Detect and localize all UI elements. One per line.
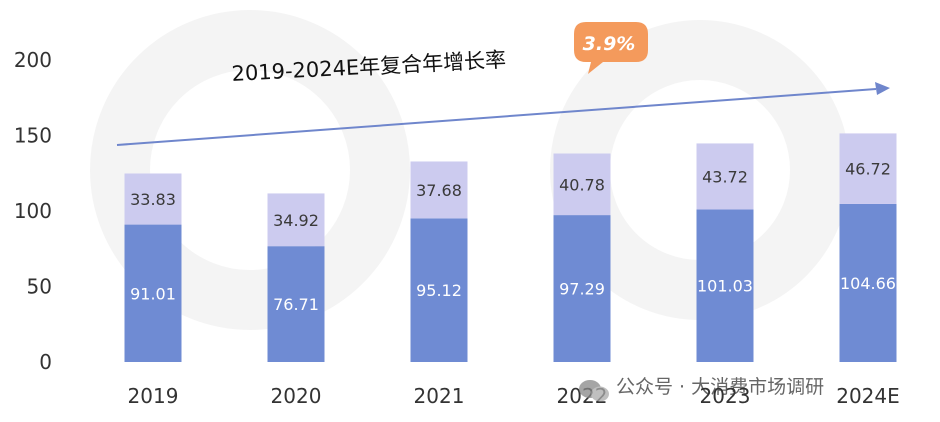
y-tick-label: 150 xyxy=(14,124,52,148)
bar-data-label-top: 43.72 xyxy=(702,167,748,186)
bar-data-label-bottom: 76.71 xyxy=(273,295,319,314)
wechat-icon xyxy=(579,380,609,402)
bar-segment-top xyxy=(410,161,468,219)
y-axis: 0 50 100 150 200 xyxy=(14,48,52,374)
bar-segment-bottom xyxy=(553,215,611,362)
bar-data-label-bottom: 101.03 xyxy=(697,277,753,296)
x-tick-label: 2019 xyxy=(128,384,179,408)
bar-segment-bottom xyxy=(410,218,468,362)
bar-data-label-top: 33.83 xyxy=(130,190,176,209)
bar-data-label-bottom: 95.12 xyxy=(416,281,462,300)
cagr-trend-arrow xyxy=(116,82,890,146)
x-tick-label: 2023 xyxy=(700,384,751,408)
bar-segment-bottom xyxy=(839,203,897,362)
bar-data-label-bottom: 104.66 xyxy=(840,274,896,293)
x-tick-label: 2020 xyxy=(271,384,322,408)
watermark: 公众号 · 大消费市场调研 xyxy=(579,376,824,402)
bar-data-label-bottom: 97.29 xyxy=(559,280,605,299)
cagr-badge: 3.9% xyxy=(574,22,648,74)
bar-segment-top xyxy=(839,133,897,204)
y-tick-label: 200 xyxy=(14,48,52,72)
watermark-text: 公众号 · 大消费市场调研 xyxy=(616,376,824,398)
bar-data-label-top: 37.68 xyxy=(416,181,462,200)
bar-segment-top xyxy=(124,173,182,225)
x-tick-label: 2024E xyxy=(836,384,900,408)
y-tick-label: 0 xyxy=(39,350,52,374)
bar-data-label-bottom: 91.01 xyxy=(130,284,176,303)
bar-segment-top xyxy=(267,193,325,247)
bar-data-label-top: 34.92 xyxy=(273,211,319,230)
y-tick-label: 50 xyxy=(27,275,52,299)
bar-segment-top xyxy=(553,153,611,216)
cagr-badge-bubble xyxy=(574,22,648,74)
bars: 91.01 33.83 76.71 34.92 95.12 37.68 97.29 40.78… xyxy=(124,133,897,362)
x-tick-label: 2021 xyxy=(414,384,465,408)
bar-segment-bottom xyxy=(696,209,754,362)
bar-segment-top xyxy=(696,143,754,210)
trend-arrow-line xyxy=(116,88,877,146)
y-tick-label: 100 xyxy=(14,199,52,223)
bar-data-label-top: 46.72 xyxy=(845,160,891,179)
trend-arrow-head xyxy=(875,82,890,95)
bar-segment-bottom xyxy=(267,246,325,362)
bar-data-label-top: 40.78 xyxy=(559,175,605,194)
cagr-value: 3.9% xyxy=(583,33,636,55)
bar-segment-bottom xyxy=(124,224,182,362)
